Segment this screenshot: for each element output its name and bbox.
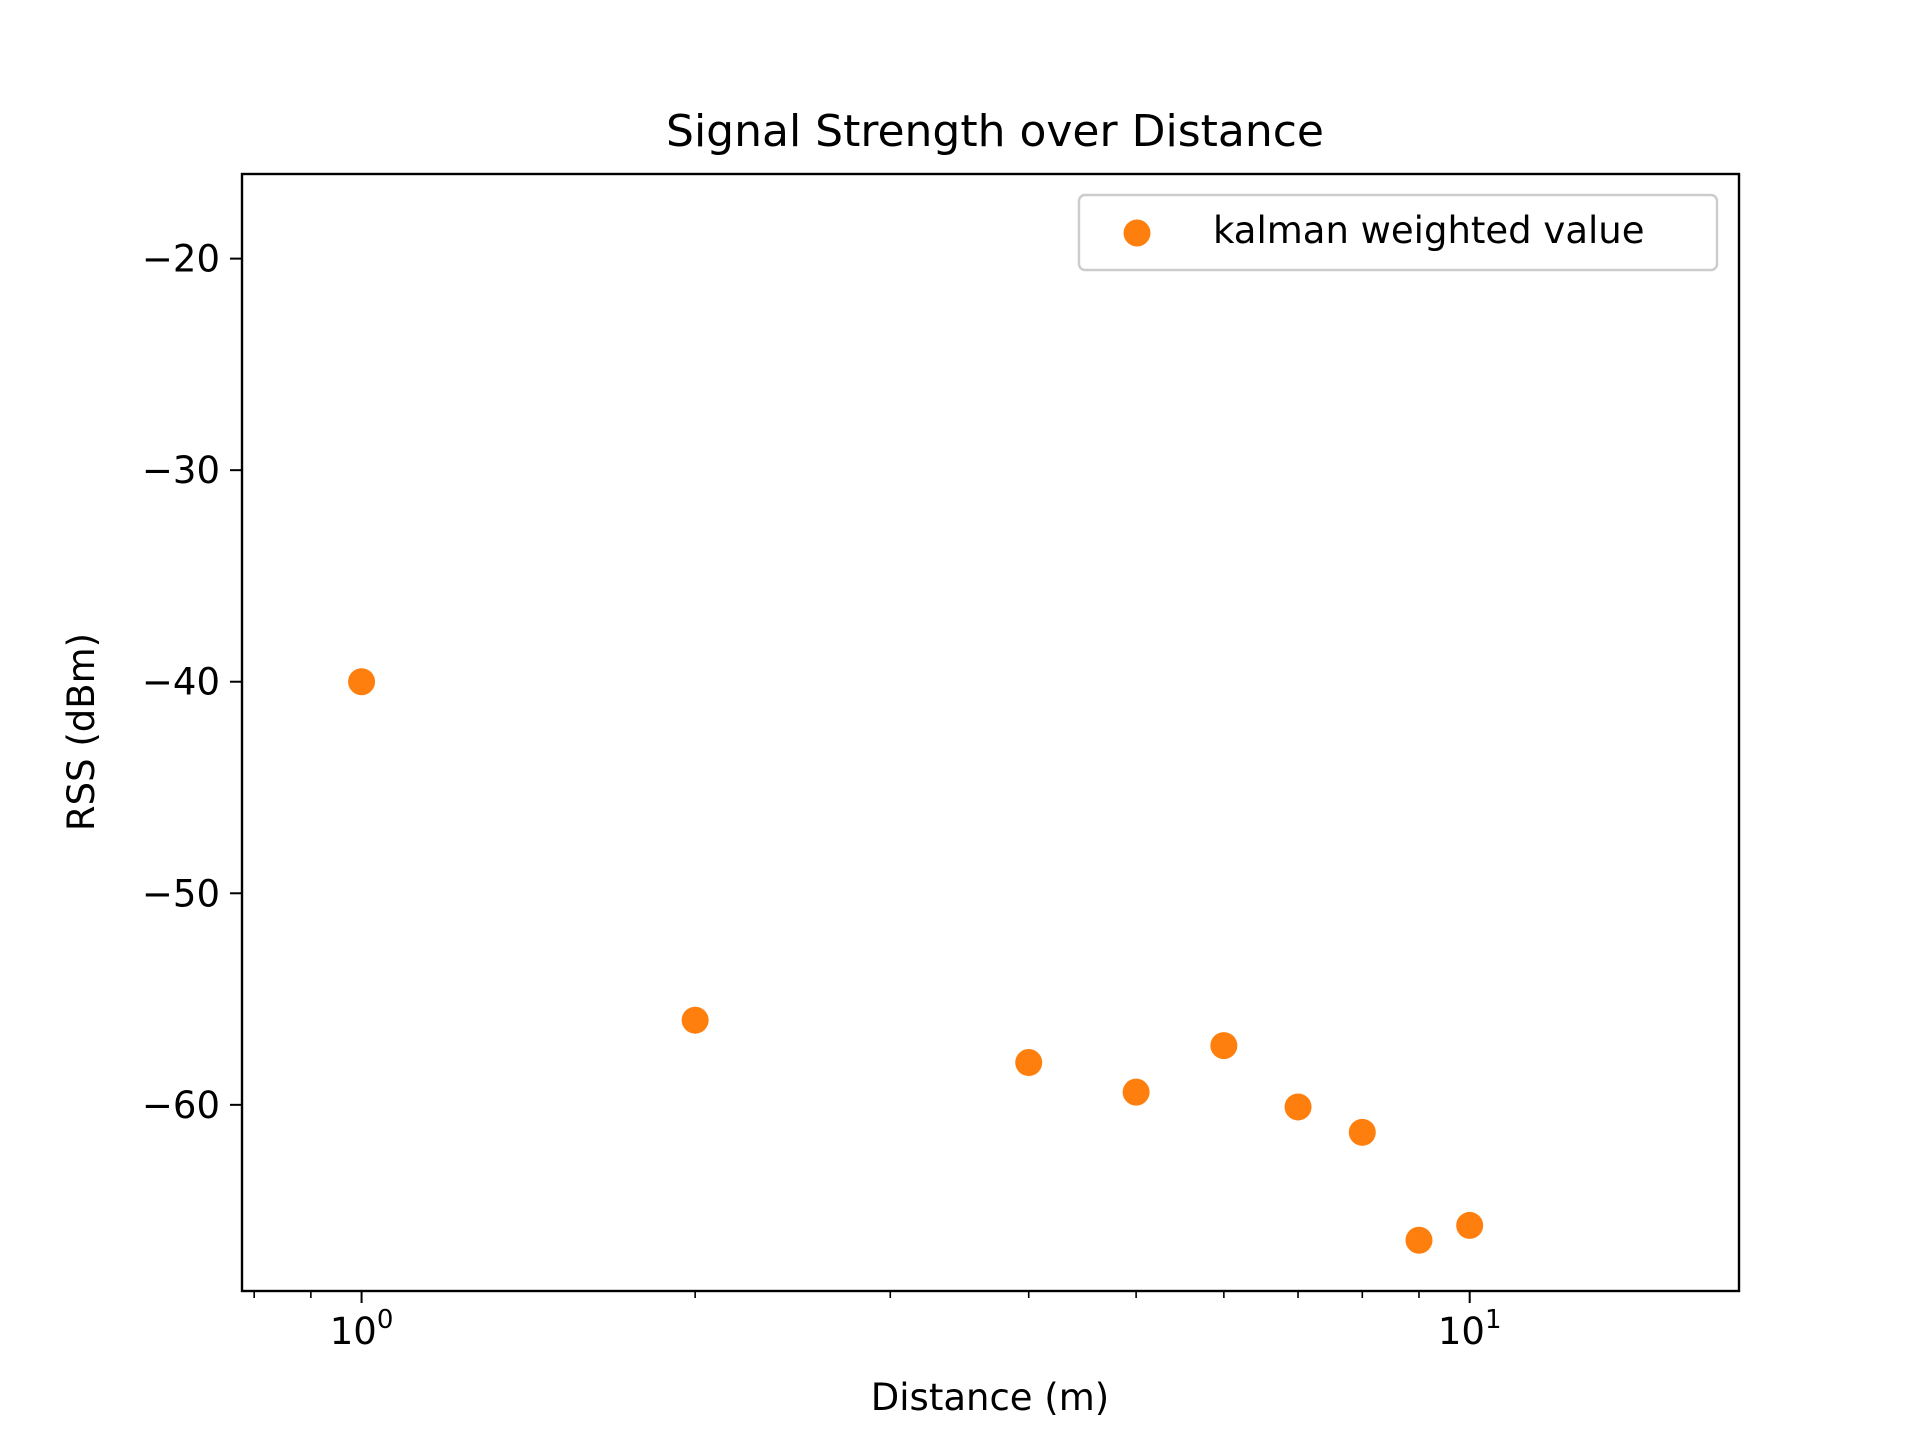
x-tick-label-base: 10 xyxy=(1438,1310,1485,1353)
x-tick-label-exponent: 0 xyxy=(377,1305,394,1335)
x-tick-label: 101 xyxy=(1438,1305,1502,1353)
data-point xyxy=(1284,1093,1312,1121)
data-point xyxy=(1456,1211,1484,1239)
data-point xyxy=(1015,1049,1043,1077)
y-tick-label: −40 xyxy=(142,661,220,704)
y-axis-label: RSS (dBm) xyxy=(60,633,103,831)
x-tick-label-exponent: 1 xyxy=(1485,1305,1502,1335)
scatter-points xyxy=(348,668,1484,1254)
y-axis-ticks: −20 −30 −40 −50 −60 xyxy=(142,238,242,1127)
x-axis-label: Distance (m) xyxy=(871,1376,1109,1419)
y-tick-label: −50 xyxy=(142,872,220,915)
chart-title: Signal Strength over Distance xyxy=(666,106,1324,157)
legend-marker xyxy=(1123,219,1151,247)
legend: kalman weighted value xyxy=(1077,193,1719,272)
y-tick-label: −20 xyxy=(142,238,220,281)
y-tick-label: −30 xyxy=(142,449,220,492)
x-tick-label: 100 xyxy=(330,1305,394,1353)
y-tick-label: −60 xyxy=(142,1084,220,1127)
data-point xyxy=(1210,1032,1238,1060)
data-point xyxy=(1405,1226,1433,1254)
legend-box xyxy=(1077,193,1719,272)
data-point xyxy=(681,1006,709,1034)
data-point xyxy=(1122,1078,1150,1106)
data-point xyxy=(348,668,376,696)
x-axis-ticks: 100 101 xyxy=(253,1291,1502,1353)
x-tick-label-base: 10 xyxy=(330,1310,377,1353)
legend-label: kalman weighted value xyxy=(1213,209,1644,252)
data-point xyxy=(1348,1118,1376,1146)
plot-area-frame xyxy=(240,172,1741,1293)
